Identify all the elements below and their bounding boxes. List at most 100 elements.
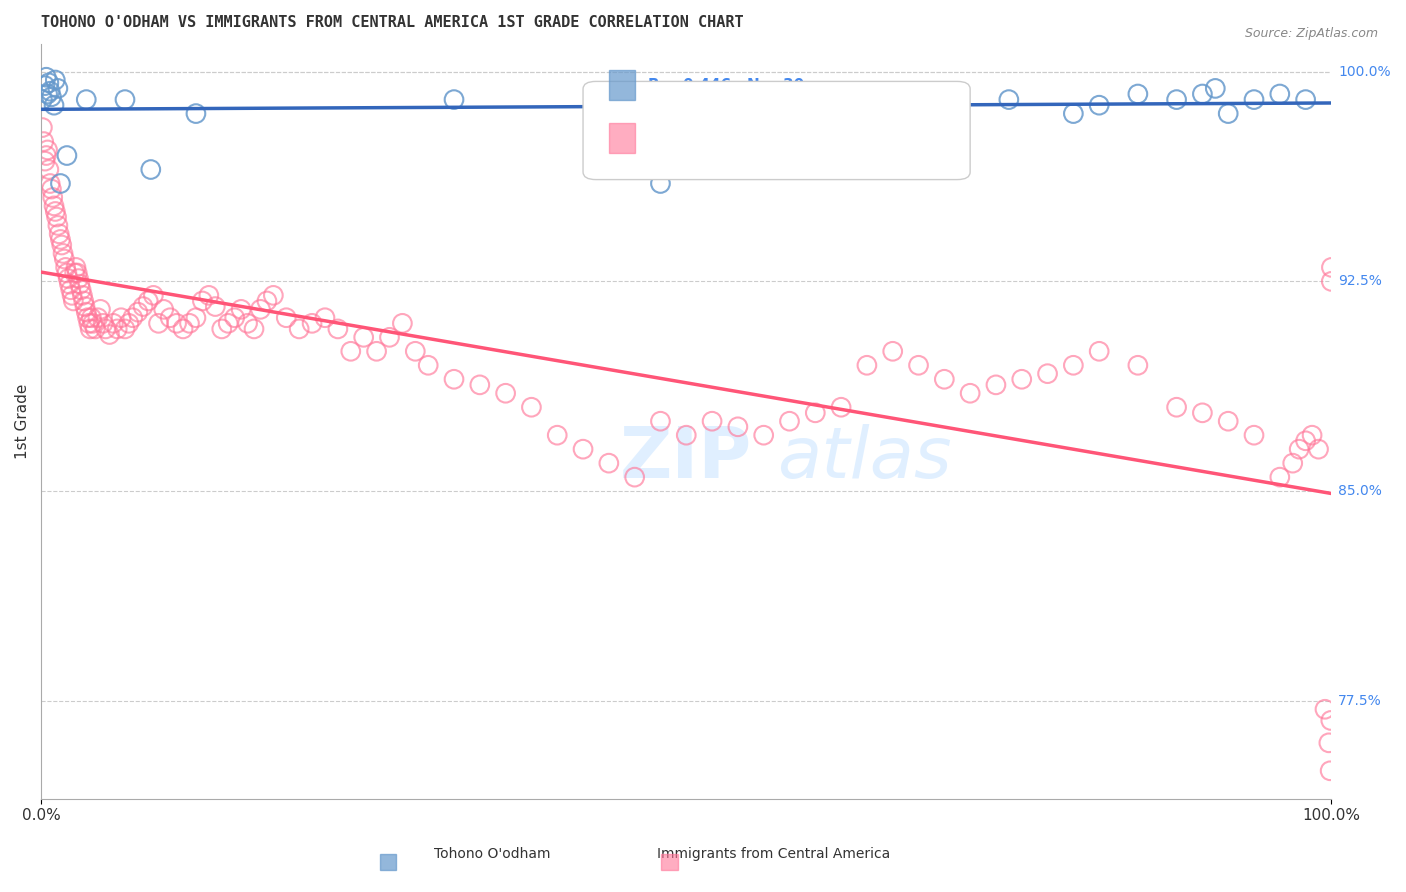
Point [650, 177, 672, 191]
Point [468, 377, 491, 392]
Text: Tohono O'odham: Tohono O'odham [434, 847, 550, 861]
Point [105, 322, 128, 336]
Point [1295, 434, 1317, 448]
Text: R = -0.124   N = 136: R = -0.124 N = 136 [648, 130, 821, 145]
Point [1088, 344, 1111, 359]
Point [804, 406, 827, 420]
Point [77, 316, 100, 330]
Point [52, 246, 75, 260]
Point [249, 302, 271, 317]
Point [1320, 260, 1343, 275]
Text: 100.0%: 100.0% [1339, 64, 1391, 78]
Text: 77.5%: 77.5% [1339, 694, 1382, 708]
Point [148, 316, 170, 330]
Point [49, 232, 72, 246]
Point [46, 81, 69, 95]
Point [520, 401, 543, 415]
Point [229, 302, 252, 317]
Point [236, 316, 259, 330]
Point [418, 359, 440, 373]
Text: TOHONO O'ODHAM VS IMMIGRANTS FROM CENTRAL AMERICA 1ST GRADE CORRELATION CHART: TOHONO O'ODHAM VS IMMIGRANTS FROM CENTRA… [41, 15, 744, 30]
Point [984, 377, 1007, 392]
Point [73, 300, 96, 314]
Point [224, 310, 246, 325]
Point [1308, 442, 1330, 457]
Point [1088, 98, 1111, 112]
Point [443, 372, 465, 386]
Point [84, 322, 107, 336]
Point [75, 93, 97, 107]
Point [856, 359, 879, 373]
Point [142, 288, 165, 302]
Point [55, 260, 77, 275]
Point [103, 316, 125, 330]
Point [56, 148, 79, 162]
Point [60, 288, 83, 302]
Point [70, 283, 93, 297]
Point [62, 293, 84, 308]
Point [37, 87, 59, 101]
Point [31, 120, 53, 135]
Point [46, 219, 69, 233]
Point [1243, 428, 1265, 442]
Point [179, 316, 201, 330]
Point [110, 310, 132, 325]
Point [152, 302, 174, 317]
Text: Immigrants from Central America: Immigrants from Central America [657, 847, 890, 861]
Point [256, 293, 278, 308]
Text: Source: ZipAtlas.com: Source: ZipAtlas.com [1244, 27, 1378, 40]
Point [41, 190, 63, 204]
Point [301, 316, 323, 330]
Point [650, 414, 672, 428]
Point [1062, 106, 1084, 120]
Point [98, 327, 121, 342]
Point [314, 310, 336, 325]
Point [1301, 428, 1323, 442]
Point [959, 386, 981, 401]
Point [76, 310, 98, 325]
Point [87, 310, 110, 325]
Point [72, 288, 94, 302]
Point [94, 322, 117, 336]
Point [1313, 702, 1336, 716]
Point [35, 70, 58, 85]
Bar [609, 123, 634, 153]
Point [38, 162, 60, 177]
Point [66, 266, 89, 280]
Point [65, 260, 87, 275]
Point [56, 266, 79, 280]
Point [727, 419, 749, 434]
Point [42, 199, 65, 213]
Point [38, 76, 60, 90]
Point [53, 252, 76, 266]
Point [1268, 470, 1291, 484]
Point [623, 470, 645, 484]
Point [1191, 406, 1213, 420]
Point [184, 106, 207, 120]
Point [1218, 414, 1240, 428]
Point [572, 442, 595, 457]
Point [1126, 359, 1149, 373]
Point [404, 344, 426, 359]
Point [243, 322, 266, 336]
Point [1243, 93, 1265, 107]
Point [49, 177, 72, 191]
Point [1062, 359, 1084, 373]
Point [204, 300, 226, 314]
Point [779, 414, 801, 428]
Point [73, 293, 96, 308]
Point [51, 238, 73, 252]
Point [80, 310, 103, 325]
Point [288, 322, 311, 336]
Point [378, 330, 401, 344]
Point [391, 316, 413, 330]
Point [495, 386, 517, 401]
Point [89, 302, 111, 317]
Point [262, 288, 284, 302]
Point [91, 316, 114, 330]
Point [79, 322, 101, 336]
Point [353, 330, 375, 344]
Text: ZIP: ZIP [620, 425, 752, 493]
Point [1319, 764, 1341, 778]
Point [35, 148, 58, 162]
